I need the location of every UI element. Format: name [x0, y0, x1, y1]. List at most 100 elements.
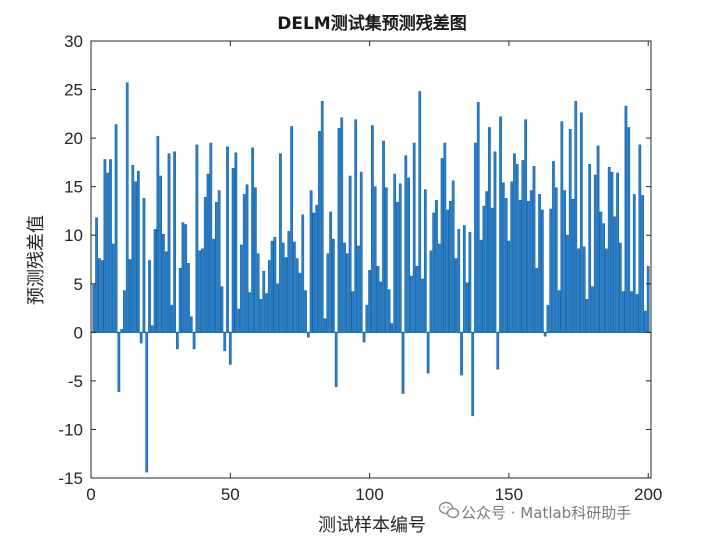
- bar: [173, 151, 176, 333]
- bar: [142, 198, 146, 333]
- bar: [125, 82, 129, 333]
- bar: [371, 125, 374, 333]
- bar: [379, 281, 383, 333]
- bar: [287, 231, 291, 333]
- bar: [312, 212, 316, 333]
- bar: [323, 318, 327, 333]
- bar: [228, 332, 232, 365]
- bar: [538, 194, 541, 333]
- bar: [201, 248, 204, 333]
- bar: [262, 270, 266, 333]
- y-axis: -15 -10 -5 0 5 10 15 20 25 30: [58, 32, 651, 488]
- bar: [376, 266, 380, 333]
- bar: [638, 144, 642, 333]
- plot-frame: [90, 40, 652, 479]
- bar: [134, 181, 137, 333]
- bar: [579, 112, 583, 333]
- bar: [507, 240, 511, 333]
- bar: [488, 127, 491, 333]
- bar: [482, 205, 486, 333]
- bar: [242, 194, 246, 333]
- bar: [245, 184, 249, 333]
- bar: [326, 253, 330, 333]
- bar: [593, 174, 597, 333]
- bar: [281, 242, 285, 333]
- y-tick-label: 25: [64, 81, 83, 100]
- y-tick-label: 15: [64, 178, 83, 197]
- bar: [599, 211, 603, 333]
- bar: [270, 240, 274, 333]
- bar: [162, 234, 165, 333]
- plot-area: [91, 41, 651, 478]
- bar: [123, 290, 126, 333]
- bar: [415, 266, 419, 333]
- x-tick-label: 100: [355, 485, 383, 504]
- bar: [443, 142, 447, 333]
- bar: [267, 260, 271, 333]
- bar: [306, 332, 310, 338]
- bar: [309, 190, 313, 333]
- bar: [552, 161, 555, 333]
- bar: [474, 142, 477, 333]
- bar: [354, 119, 358, 333]
- bar: [212, 238, 215, 333]
- bar: [359, 171, 363, 333]
- bar: [206, 173, 210, 333]
- bar: [462, 225, 466, 333]
- bar: [384, 187, 388, 333]
- bar: [499, 116, 502, 333]
- bar: [465, 282, 469, 333]
- bar: [387, 289, 391, 333]
- bar: [131, 165, 135, 333]
- bar: [396, 201, 399, 333]
- bar: [293, 241, 296, 333]
- y-tick-label: 5: [74, 275, 83, 294]
- bar: [167, 153, 171, 333]
- bar: [92, 284, 96, 333]
- bar: [607, 166, 611, 333]
- bar: [334, 332, 338, 387]
- bar: [630, 291, 633, 333]
- bar: [605, 248, 608, 333]
- bar: [215, 201, 218, 333]
- wechat-icon: [438, 501, 460, 519]
- x-tick-label: 200: [634, 485, 662, 504]
- bar: [117, 332, 121, 392]
- bar: [145, 332, 149, 473]
- bar: [254, 187, 257, 333]
- bar: [532, 166, 536, 333]
- bar: [521, 160, 525, 333]
- bar: [446, 209, 449, 333]
- y-tick-label: 10: [64, 226, 83, 245]
- bar: [546, 304, 550, 333]
- watermark-text: 公众号 · Matlab科研助手: [461, 504, 631, 522]
- bar: [209, 142, 213, 333]
- bar: [234, 152, 238, 333]
- bar: [485, 191, 488, 333]
- bar: [618, 242, 622, 333]
- bar: [351, 291, 355, 333]
- bar: [460, 332, 463, 376]
- chart-title: DELM测试集预测残差图: [277, 13, 466, 34]
- bar: [468, 232, 472, 333]
- bar: [343, 242, 346, 333]
- bar: [540, 209, 544, 333]
- bar: [176, 332, 179, 350]
- bar: [568, 129, 572, 333]
- bar: [148, 260, 151, 333]
- bar: [137, 170, 140, 333]
- bar: [348, 175, 352, 333]
- bar: [401, 332, 405, 394]
- bar: [476, 101, 480, 333]
- y-tick-label: -5: [68, 372, 83, 391]
- bar: [616, 172, 619, 333]
- bar: [393, 173, 397, 333]
- bar: [418, 91, 422, 333]
- bar: [373, 186, 377, 333]
- bar: [410, 275, 413, 333]
- bar: [644, 310, 647, 333]
- y-tick-label: 20: [64, 129, 83, 148]
- bar: [435, 200, 438, 333]
- bar: [535, 267, 539, 333]
- bar: [223, 332, 227, 352]
